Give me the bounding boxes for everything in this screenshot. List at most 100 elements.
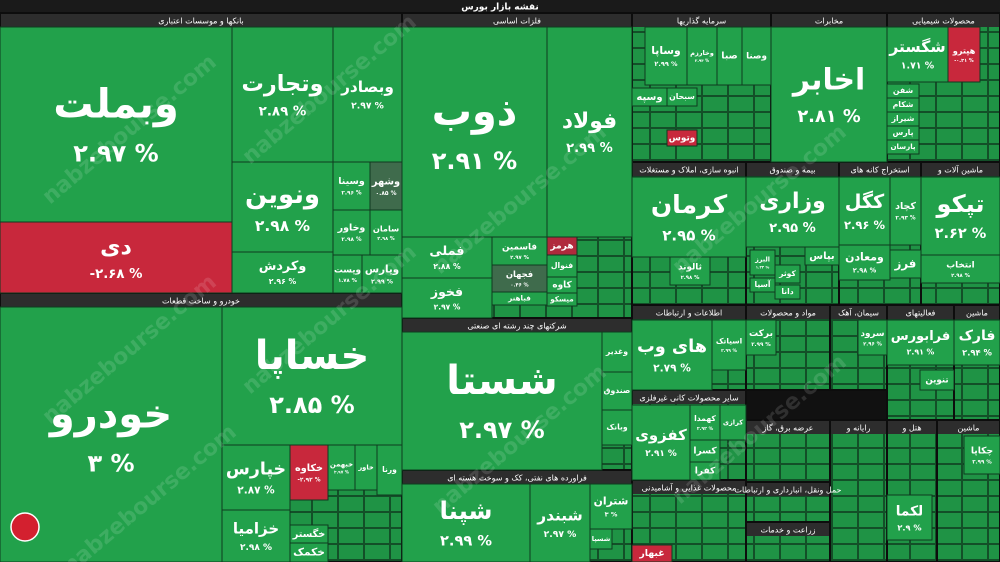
stock-tile (0, 26, 233, 223)
stock-change: ۲.۹۸ % (951, 273, 971, 279)
stock-name: وزاری (759, 189, 825, 214)
title-bar (0, 0, 1000, 13)
sector-header (831, 306, 886, 319)
stock-tile (589, 528, 613, 550)
stock-tile (221, 306, 403, 446)
stock-change: ۲.۷۹ % (653, 362, 691, 374)
stock-tile (719, 404, 747, 441)
stock-tile (631, 176, 747, 258)
stock-name: صبا (721, 51, 737, 62)
stock-change: ۰.۸۵ % (376, 191, 397, 197)
stock-change: ۲.۸۹ % (259, 104, 307, 119)
stock-name: پارسان (890, 142, 915, 151)
stock-change: ۲.۹۵ % (662, 226, 715, 244)
stock-tile (332, 26, 403, 163)
stock-change: ۲.۹۲ % (697, 426, 714, 432)
stock-change: ۲.۹۹ % (371, 279, 393, 286)
stock-tile (401, 483, 531, 562)
stock-tile (491, 291, 548, 306)
stock-tile (361, 254, 403, 294)
stock-name: خکاوه (295, 463, 323, 474)
sector-header (747, 306, 829, 319)
stock-change: ۲.۹۸ % (377, 236, 395, 242)
stock-tile (774, 264, 801, 284)
sector-title: ماشین آلات و (937, 165, 983, 175)
stock-name: کگل (845, 190, 885, 213)
stock-name: شستا (446, 358, 557, 404)
stock-change: -۰.۴۱ % (954, 58, 974, 64)
stock-change: ۲.۹۸ % (240, 543, 272, 553)
stock-name: فباهنر (507, 294, 531, 303)
stock-name: وخاور (337, 223, 366, 234)
stock-name: کسرا (693, 447, 717, 457)
stock-tile (231, 26, 334, 163)
stock-change: ۲.۹۸ % (681, 275, 701, 281)
stock-name: خکمک (293, 547, 325, 559)
stock-tile (920, 254, 1000, 284)
sector-title: خودرو و ساخت قطعات (162, 297, 240, 306)
stock-tile (920, 176, 1000, 256)
map-title: نقشه بازار بورس (461, 3, 539, 13)
stock-name: خاور (357, 464, 374, 472)
sector-title: حمل ونقل، انبارداری و ارتباطات (734, 486, 841, 495)
stock-name: سبحان (669, 92, 695, 101)
stock-tile (289, 542, 329, 562)
stock-name: وتجارت (242, 71, 324, 97)
stock-change: ۲.۹۶ % (341, 191, 362, 197)
stock-name: وخارزم (690, 49, 714, 57)
stock-name: انتخاب (946, 261, 974, 271)
stock-change: ۲.۸۷ % (237, 485, 275, 497)
stock-tile (953, 319, 1000, 366)
sector-title: محصولات غذایی و آشامیدنی (642, 483, 737, 493)
stock-change: ۲.۶۲ % (935, 226, 987, 242)
sector-header (633, 163, 745, 176)
stock-name: ومعادن (845, 251, 884, 264)
stock-tile (666, 129, 698, 147)
stock-name: کاوه (552, 281, 572, 291)
stock-change: ۲.۹ % (897, 522, 921, 532)
stock-tile (601, 409, 633, 446)
stock-tile (686, 26, 718, 86)
stock-change: ۲.۹۸ % (853, 267, 877, 275)
stock-name: فنوال (551, 261, 573, 270)
stock-name: کرمان (651, 190, 728, 220)
stock-tile (401, 236, 493, 279)
stock-name: کهمدا (694, 414, 716, 423)
stock-name: فملی (429, 244, 464, 259)
stock-change: ۰.۴۶ % (510, 282, 528, 288)
sector-header (747, 421, 829, 434)
stock-change: ۲.۹۷ % (434, 302, 461, 311)
stock-tile (491, 236, 548, 266)
sector-title: رایانه و (846, 424, 871, 433)
stock-name: وصنا (746, 52, 767, 62)
sector-header (1, 14, 401, 27)
sector-title: فراورده های نفتی، کک و سوخت هسته ای (447, 474, 587, 483)
stock-name: شفن (893, 86, 914, 95)
stock-tile (221, 444, 291, 511)
stock-name: اخابر (791, 63, 865, 98)
stock-tile (491, 264, 548, 293)
stock-tile (745, 176, 840, 248)
stock-tile (589, 483, 633, 530)
sector-header (633, 14, 770, 27)
stock-tile (401, 277, 493, 319)
stock-change: ۲.۹۱ % (432, 147, 517, 175)
stock-name: فولاد (562, 109, 617, 134)
stock-tile (327, 444, 356, 491)
sector-header (633, 481, 745, 494)
stock-change: ۲.۹۵ % (769, 221, 816, 236)
stock-name: شگستر (888, 37, 945, 56)
stock-change: ۱.۷۱ % (901, 61, 935, 72)
sector-title: سایر محصولات کانی غیرفلزی (639, 394, 739, 403)
stock-change: ۲.۹۷ % (334, 470, 350, 475)
stock-name: کچاد (895, 201, 916, 212)
stock-name: وبانک (606, 423, 628, 432)
stock-tile (919, 369, 955, 391)
stock-name: فخوز (430, 284, 463, 299)
stock-tile (741, 26, 772, 86)
stock-name: فجهان (506, 269, 533, 280)
sector-header (840, 163, 920, 176)
stock-tile (231, 161, 334, 253)
stock-change: -۲.۶۸ % (90, 267, 143, 282)
